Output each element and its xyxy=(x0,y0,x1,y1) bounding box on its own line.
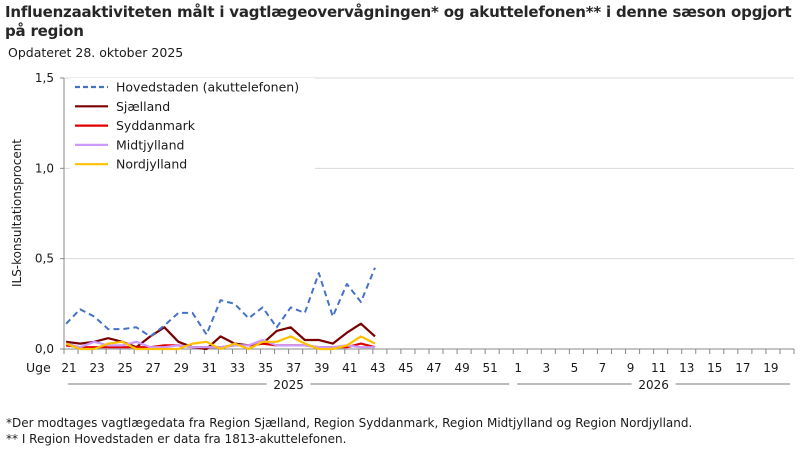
x-tick-label: 17 xyxy=(735,361,750,375)
y-tick-label: 0,0 xyxy=(35,342,54,356)
legend-label: Hovedstaden (akuttelefonen) xyxy=(116,80,299,95)
x-axis-prefix: Uge xyxy=(26,360,51,375)
legend-bg xyxy=(70,116,315,135)
x-axis-tick-labels: 21 23 25 27 29 31 33 35 37 39 41 43 45 47 49 51 1 3 5 7 9 11 1… xyxy=(61,361,778,375)
legend-label: Sjælland xyxy=(116,99,170,114)
x-tick-label: 3 xyxy=(543,361,551,375)
year-label: 2026 xyxy=(638,378,669,392)
x-tick-label: 15 xyxy=(707,361,722,375)
footnote-2: ** I Region Hovedstaden er data fra 1813… xyxy=(6,432,347,446)
x-tick-label: 27 xyxy=(146,361,161,375)
x-tick-label: 29 xyxy=(174,361,189,375)
chart-title: Influenzaaktiviteten målt i vagtlægeover… xyxy=(5,3,792,40)
x-tick-label: 7 xyxy=(599,361,607,375)
legend-bg xyxy=(70,78,315,96)
y-tick-label: 0,5 xyxy=(35,252,54,266)
x-tick-label: 33 xyxy=(230,361,245,375)
y-tick-label: 1,0 xyxy=(35,161,54,175)
series-line-midtjylland xyxy=(65,338,375,349)
x-tick-label: 49 xyxy=(454,361,469,375)
legend-label: Nordjylland xyxy=(116,157,187,172)
footnote-1: *Der modtages vagtlægedata fra Region Sj… xyxy=(6,416,693,430)
x-tick-label: 45 xyxy=(398,361,413,375)
x-tick-label: 43 xyxy=(370,361,385,375)
data-series xyxy=(65,267,376,351)
series-line-nordjylland xyxy=(65,335,376,351)
x-tick-label: 47 xyxy=(426,361,441,375)
chart-subtitle: Opdateret 28. oktober 2025 xyxy=(8,45,184,60)
legend: Hovedstaden (akuttelefonen) Sjælland Sydda… xyxy=(70,78,315,174)
x-tick-label: 1 xyxy=(514,361,522,375)
y-axis-tick-labels: 0,0 0,5 1,0 1,5 xyxy=(35,71,54,356)
x-tick-label: 51 xyxy=(483,361,498,375)
x-tick-label: 41 xyxy=(342,361,357,375)
series-line-sjælland xyxy=(65,322,376,351)
legend-bg xyxy=(70,155,315,174)
x-tick-label: 39 xyxy=(314,361,329,375)
x-tick-label: 21 xyxy=(61,361,76,375)
x-tick-label: 31 xyxy=(202,361,217,375)
y-axis-title: ILS-konsultationsprocent xyxy=(10,139,24,287)
year-label: 2025 xyxy=(273,378,304,392)
x-tick-label: 5 xyxy=(571,361,579,375)
x-tick-label: 13 xyxy=(679,361,694,375)
x-tick-label: 11 xyxy=(651,361,666,375)
x-tick-label: 35 xyxy=(258,361,273,375)
x-tick-label: 23 xyxy=(89,361,104,375)
x-tick-label: 19 xyxy=(763,361,778,375)
legend-label: Syddanmark xyxy=(116,118,196,133)
series-line-hovedstaden xyxy=(65,267,376,338)
x-tick-label: 37 xyxy=(286,361,301,375)
axes xyxy=(60,77,795,354)
legend-bg xyxy=(70,135,315,154)
legend-bg xyxy=(70,97,315,116)
year-group-labels: 2025 2026 xyxy=(68,378,790,392)
y-tick-label: 1,5 xyxy=(35,71,54,85)
legend-label: Midtjylland xyxy=(116,137,184,152)
x-tick-label: 25 xyxy=(118,361,133,375)
x-tick-label: 9 xyxy=(627,361,635,375)
